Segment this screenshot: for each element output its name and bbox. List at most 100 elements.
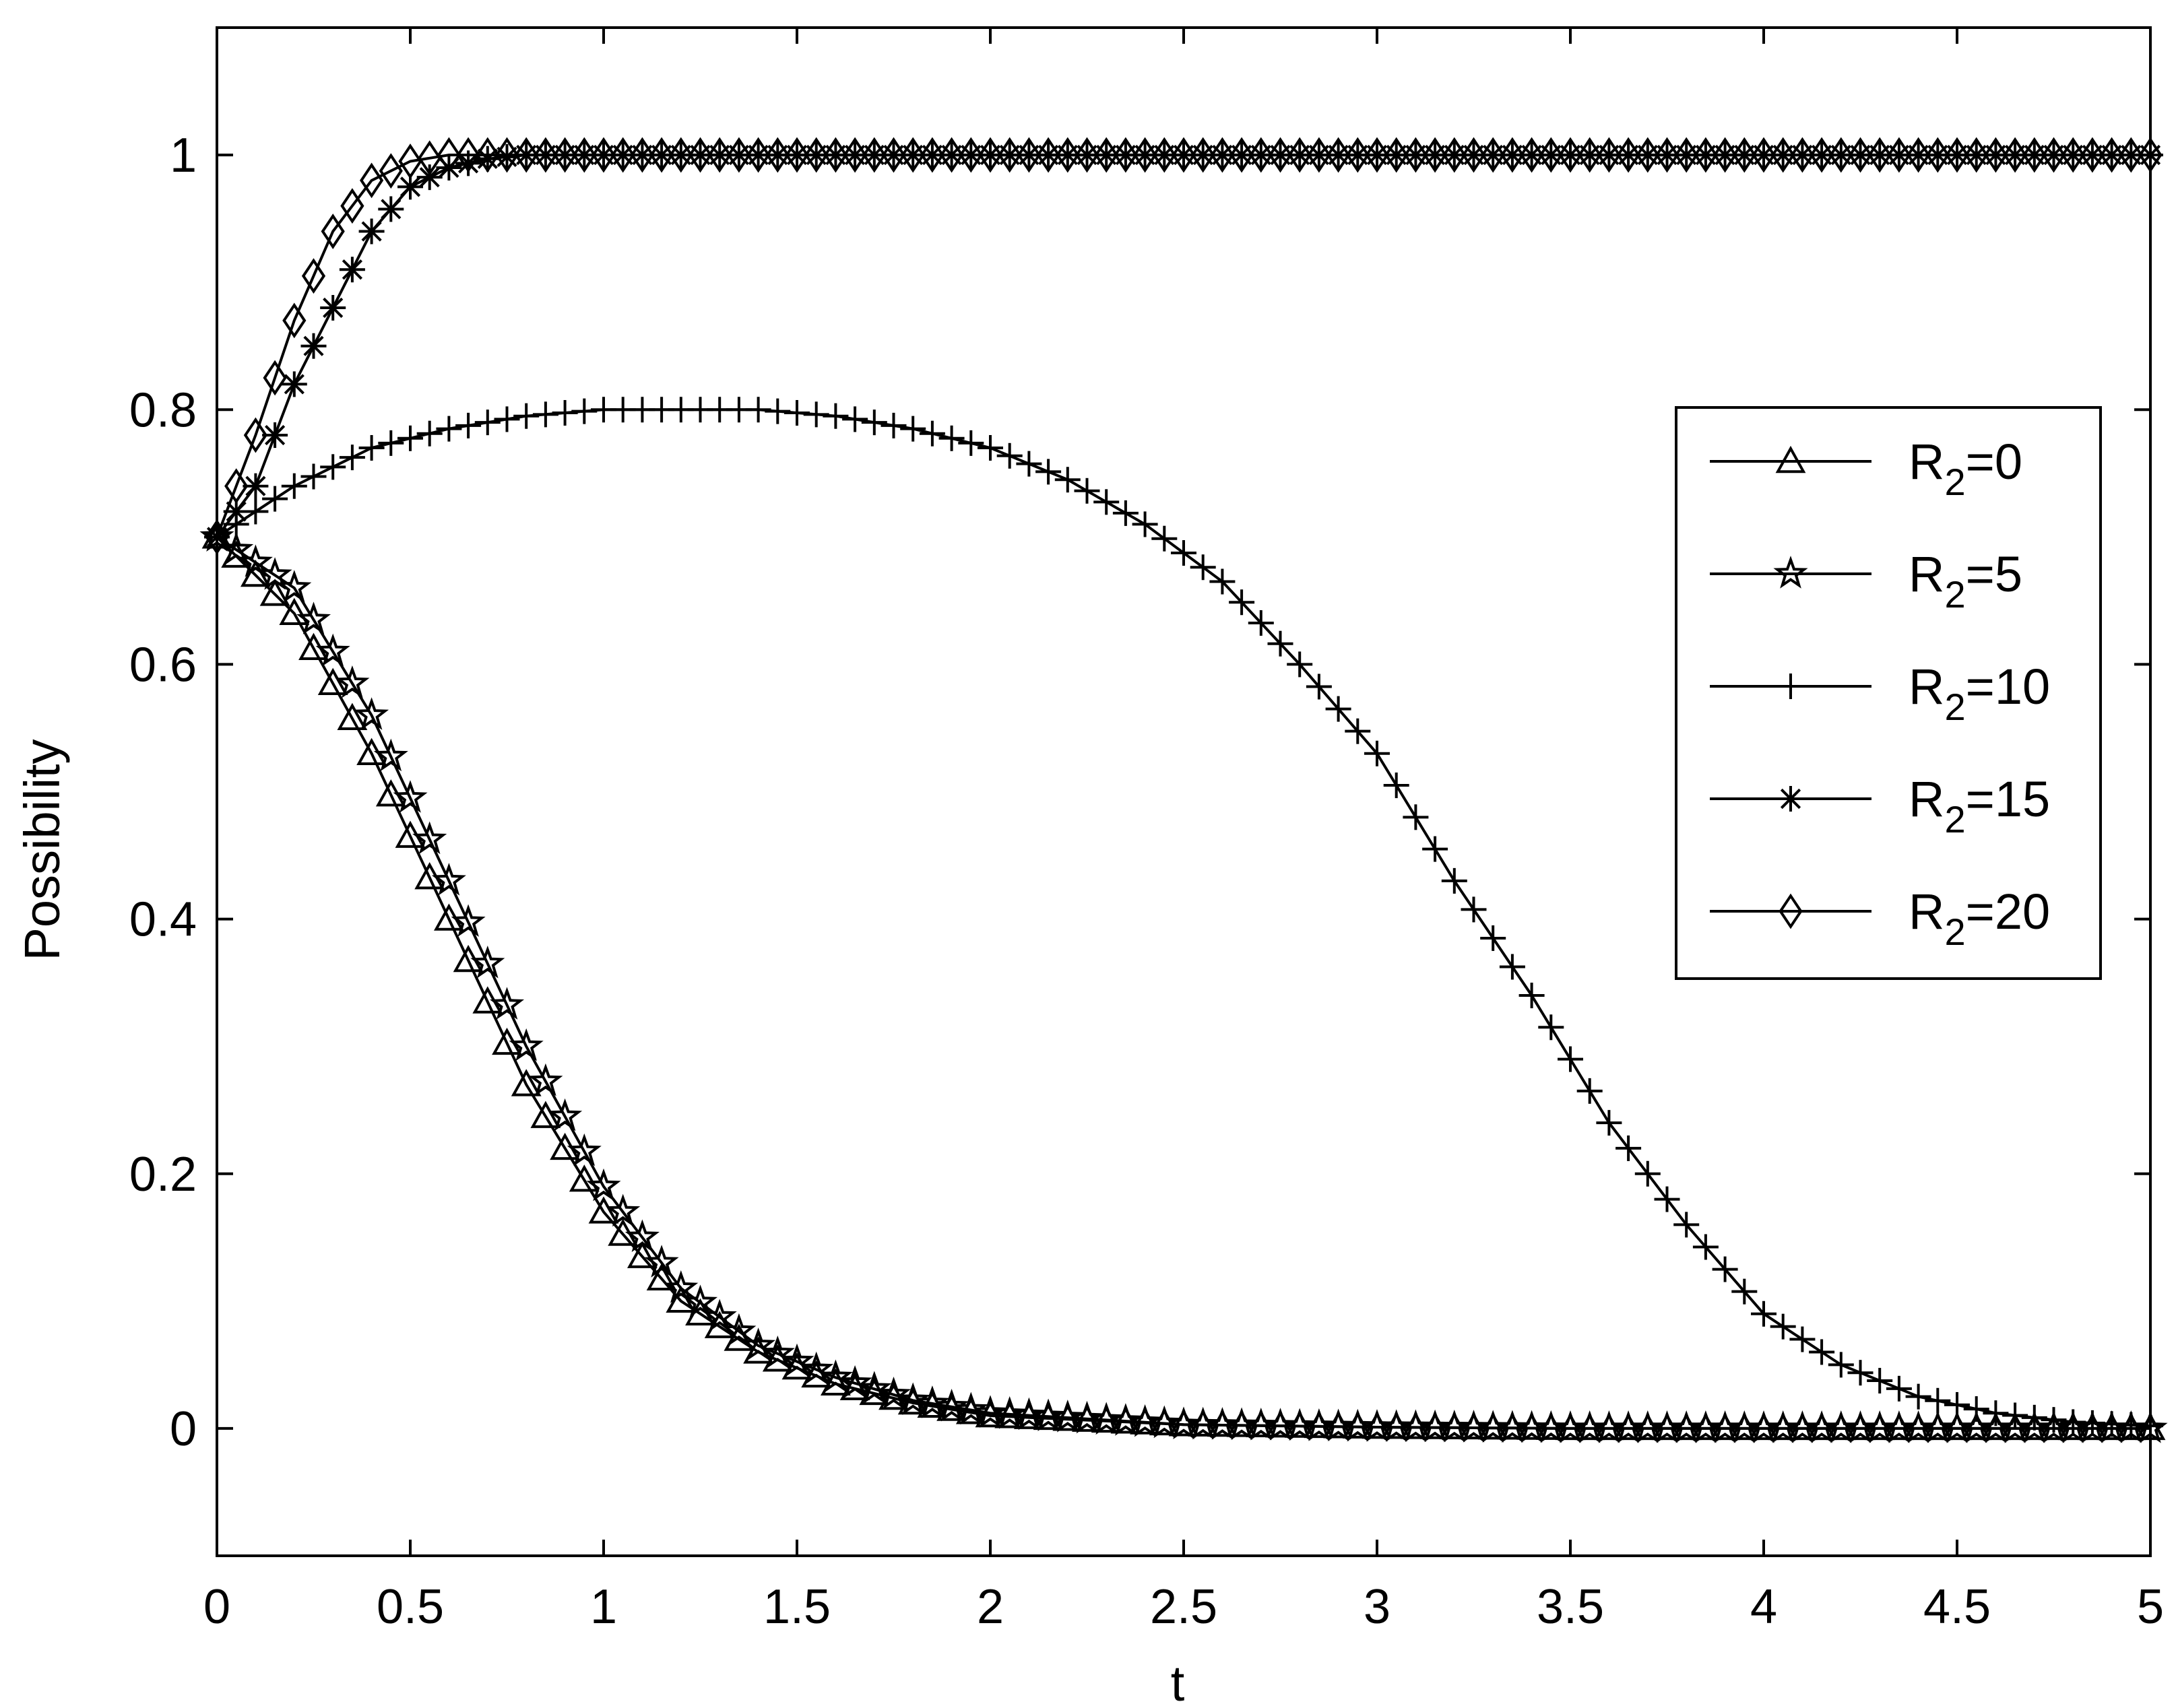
data-point bbox=[1828, 1352, 1854, 1378]
data-point bbox=[1017, 137, 1042, 173]
data-point bbox=[476, 137, 500, 173]
data-point bbox=[837, 1365, 872, 1398]
data-point bbox=[881, 412, 907, 438]
data-point bbox=[2099, 137, 2124, 173]
x-tick-label: 0 bbox=[203, 1580, 230, 1634]
data-point bbox=[1365, 137, 1389, 173]
data-point bbox=[1132, 511, 1158, 537]
data-point bbox=[2022, 137, 2047, 173]
data-point bbox=[934, 1388, 969, 1422]
x-tick-label: 2.5 bbox=[1150, 1580, 1217, 1634]
data-point bbox=[664, 1270, 699, 1303]
data-point bbox=[1673, 1212, 1700, 1238]
data-point bbox=[881, 137, 906, 173]
data-point bbox=[978, 434, 1003, 461]
data-point bbox=[649, 137, 674, 173]
data-point bbox=[765, 398, 791, 424]
data-point bbox=[511, 1069, 542, 1096]
data-point bbox=[1944, 1391, 1970, 1418]
data-point bbox=[1905, 1383, 1931, 1410]
data-point bbox=[1151, 525, 1178, 552]
data-point bbox=[281, 371, 307, 397]
data-point bbox=[702, 1299, 737, 1332]
data-point bbox=[1345, 137, 1370, 173]
legend-marker bbox=[1778, 674, 1803, 699]
data-point bbox=[1074, 478, 1100, 504]
legend-marker bbox=[1775, 445, 1806, 473]
data-point bbox=[1655, 137, 1679, 173]
data-point bbox=[1500, 137, 1525, 173]
legend: R2=0 R2=5 R2=10 R2=15 R2=20 bbox=[1675, 406, 2102, 980]
data-point bbox=[1036, 137, 1060, 173]
data-point bbox=[606, 1193, 641, 1227]
data-point bbox=[1597, 137, 1622, 173]
data-point bbox=[534, 137, 558, 173]
data-point bbox=[1963, 1396, 1989, 1422]
x-tick-label: 4.5 bbox=[1923, 1580, 1991, 1634]
data-point bbox=[552, 399, 578, 426]
data-point bbox=[2119, 137, 2143, 173]
data-point bbox=[1596, 1110, 1622, 1136]
data-point bbox=[1383, 773, 1409, 799]
data-point bbox=[842, 406, 868, 432]
data-point bbox=[1790, 137, 1815, 173]
data-point bbox=[1615, 1135, 1642, 1161]
y-tick-label: 0.6 bbox=[129, 638, 197, 692]
data-point bbox=[1809, 1339, 1835, 1365]
data-point bbox=[1210, 137, 1235, 173]
data-point bbox=[1114, 137, 1138, 173]
data-point bbox=[339, 257, 365, 283]
data-point bbox=[1306, 674, 1332, 700]
data-point bbox=[238, 544, 273, 577]
data-point bbox=[722, 1313, 757, 1346]
data-point bbox=[1519, 137, 1544, 173]
data-point bbox=[315, 633, 350, 667]
series-5 bbox=[205, 137, 2163, 555]
data-point bbox=[1054, 467, 1081, 493]
data-point bbox=[489, 987, 525, 1020]
data-point bbox=[358, 434, 385, 461]
data-point bbox=[1248, 610, 1274, 636]
data-point bbox=[1887, 137, 1911, 173]
legend-label: R2=20 bbox=[1909, 884, 2050, 953]
data-point bbox=[1423, 137, 1447, 173]
data-point bbox=[1093, 489, 1120, 515]
data-point bbox=[1480, 925, 1506, 951]
data-point bbox=[938, 425, 965, 451]
x-tick-label: 3 bbox=[1364, 1580, 1390, 1634]
data-point bbox=[996, 442, 1023, 469]
legend-marker bbox=[1773, 556, 1808, 589]
data-point bbox=[630, 137, 655, 173]
data-point bbox=[1848, 137, 1873, 173]
data-point bbox=[1132, 137, 1157, 173]
data-point bbox=[901, 137, 925, 173]
data-point bbox=[2061, 137, 2085, 173]
data-point bbox=[296, 601, 331, 634]
data-point bbox=[1964, 137, 1989, 173]
data-point bbox=[528, 1063, 563, 1096]
data-point bbox=[1441, 867, 1467, 894]
data-point bbox=[436, 416, 462, 442]
data-point bbox=[1771, 137, 1795, 173]
data-point bbox=[895, 1382, 930, 1415]
data-point bbox=[1190, 554, 1216, 581]
y-tick-label: 0.2 bbox=[129, 1148, 197, 1202]
data-point bbox=[1481, 137, 1505, 173]
data-point bbox=[1442, 137, 1467, 173]
data-point bbox=[1364, 740, 1390, 766]
data-point bbox=[337, 702, 368, 730]
data-point bbox=[552, 137, 577, 173]
data-point bbox=[588, 1196, 619, 1224]
data-point bbox=[1191, 137, 1215, 173]
data-point bbox=[900, 416, 926, 442]
data-point bbox=[530, 1101, 561, 1128]
data-point bbox=[1229, 137, 1254, 173]
data-point bbox=[378, 430, 404, 456]
data-point bbox=[1558, 137, 1582, 173]
data-point bbox=[959, 137, 983, 173]
data-point bbox=[862, 137, 887, 173]
data-point bbox=[320, 294, 346, 321]
data-point bbox=[688, 137, 713, 173]
data-point bbox=[259, 579, 290, 606]
data-point bbox=[393, 780, 428, 813]
